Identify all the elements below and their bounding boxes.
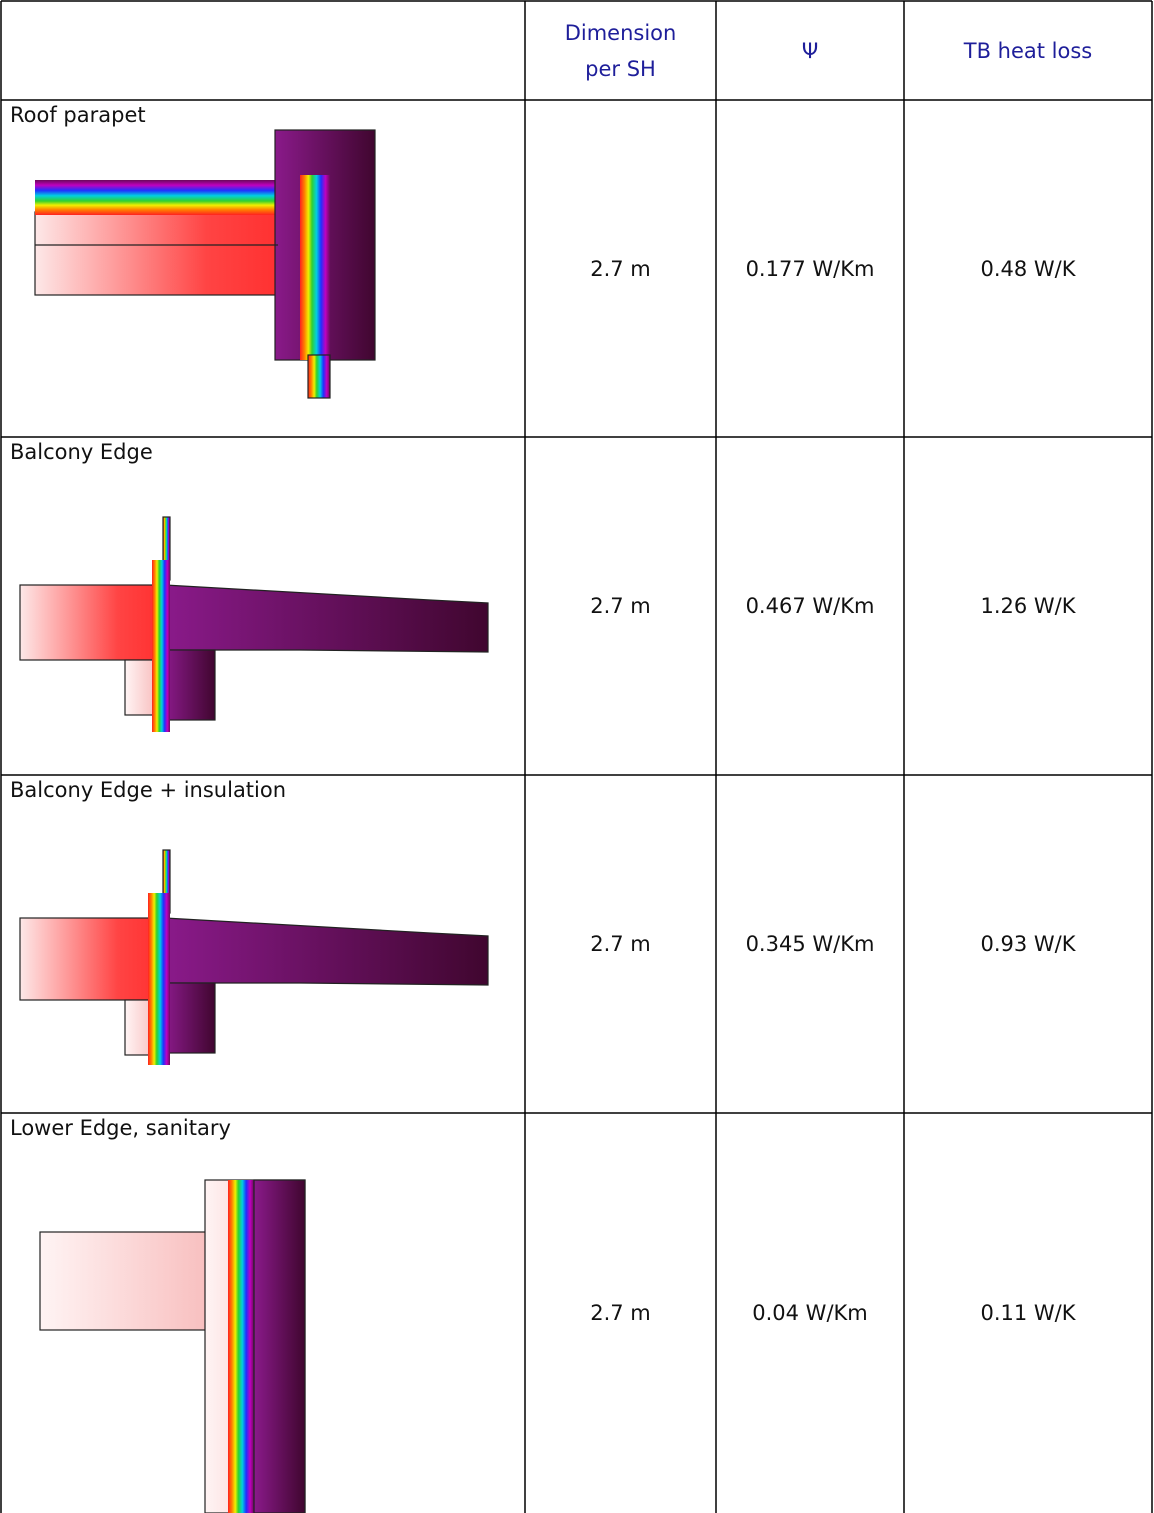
value-cell: 2.7 m bbox=[525, 775, 716, 1113]
value-cell: 2.7 m bbox=[525, 1113, 716, 1513]
value-cell: 0.04 W/Km bbox=[716, 1113, 904, 1513]
value-cell: 1.26 W/K bbox=[904, 437, 1152, 775]
value-cell: 2.7 m bbox=[525, 437, 716, 775]
row-label: Balcony Edge + insulation bbox=[10, 778, 286, 802]
header-text: Dimension per SH bbox=[556, 15, 686, 87]
row-label: Lower Edge, sanitary bbox=[10, 1116, 231, 1140]
value-cell: 0.467 W/Km bbox=[716, 437, 904, 775]
header-cell: TB heat loss bbox=[904, 1, 1152, 100]
value-cell: 0.93 W/K bbox=[904, 775, 1152, 1113]
row-label: Balcony Edge bbox=[10, 440, 153, 464]
row-label: Roof parapet bbox=[10, 103, 146, 127]
value-cell: 0.345 W/Km bbox=[716, 775, 904, 1113]
page: Dimension per SH Ψ TB heat loss Roof par… bbox=[0, 0, 1154, 1513]
value-cell: 0.11 W/K bbox=[904, 1113, 1152, 1513]
header-cell: Dimension per SH bbox=[525, 1, 716, 100]
value-cell: 2.7 m bbox=[525, 100, 716, 437]
value-cell: 0.177 W/Km bbox=[716, 100, 904, 437]
value-cell: 0.48 W/K bbox=[904, 100, 1152, 437]
header-cell: Ψ bbox=[716, 1, 904, 100]
